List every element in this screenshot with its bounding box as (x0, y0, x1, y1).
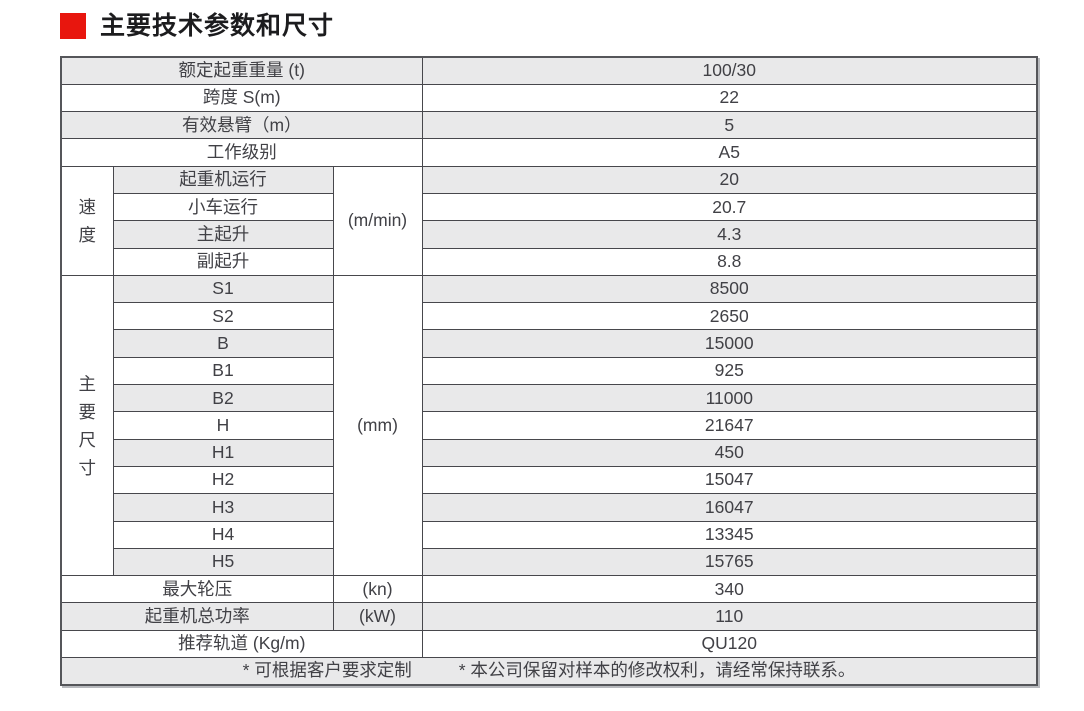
table-row: H3 16047 (61, 493, 1038, 522)
param-value-cell: 2650 (421, 302, 1038, 331)
group-label-cell: 主要尺寸 (60, 274, 114, 577)
param-value-cell: 20 (421, 165, 1038, 194)
red-square-bullet-icon (60, 13, 86, 39)
param-value-cell: 5 (421, 111, 1038, 140)
param-label-cell: H4 (112, 520, 334, 549)
table-row: 额定起重重量 (t) 100/30 (60, 56, 1038, 85)
param-label-cell: H5 (112, 547, 334, 577)
table-row: 跨度 S(m) 22 (60, 83, 1038, 113)
param-label-cell: 起重机运行 (112, 165, 334, 194)
param-value-cell: 110 (421, 602, 1038, 631)
table-row: 主要尺寸 S1 (mm) 8500 (60, 274, 1038, 577)
param-label-cell: 起重机总功率 (60, 602, 334, 631)
table-row: H2 15047 (61, 465, 1038, 495)
param-value-cell: 450 (421, 438, 1038, 467)
table-row: B 15000 (61, 329, 1038, 358)
table-row: 最大轮压 (kn) 340 (60, 575, 1038, 604)
table-row: 速度 起重机运行 (m/min) 20 (60, 165, 1038, 276)
table-row: B2 11000 (61, 384, 1038, 413)
param-value-cell: QU120 (421, 629, 1038, 659)
param-label-cell: H2 (112, 465, 334, 495)
param-value-cell: 340 (421, 575, 1038, 604)
table-row: H 21647 (61, 411, 1038, 440)
param-value-cell: 8.8 (421, 247, 1038, 276)
param-label-cell: B2 (112, 384, 334, 413)
table-row: 工作级别 A5 (60, 138, 1038, 167)
param-label-cell: 副起升 (112, 247, 334, 276)
page-title: 主要技术参数和尺寸 (100, 12, 335, 40)
table-row: H5 15765 (61, 547, 1038, 577)
table-row: S2 2650 (61, 302, 1038, 331)
param-label-cell: 最大轮压 (60, 575, 334, 604)
param-value-cell: 20.7 (421, 192, 1038, 222)
param-value-cell: 11000 (421, 384, 1038, 413)
param-value-cell: 15765 (421, 547, 1038, 577)
table-row: 副起升 8.8 (61, 247, 1038, 276)
spec-table: 额定起重重量 (t) 100/30 跨度 S(m) 22 有效悬臂（m） 5 工… (60, 56, 1038, 686)
group-label-cell: 速度 (60, 165, 114, 276)
footer-note-rights: * 本公司保留对样本的修改权利，请经常保持联系。 (458, 660, 856, 681)
param-label-cell: 跨度 S(m) (60, 83, 423, 113)
param-label-cell: S2 (112, 302, 334, 331)
param-value-cell: 13345 (421, 520, 1038, 549)
param-value-cell: 16047 (421, 493, 1038, 522)
unit-cell: (mm) (332, 274, 423, 577)
param-label-cell: B1 (112, 356, 334, 386)
table-row: B1 925 (61, 356, 1038, 386)
param-value-cell: 15000 (421, 329, 1038, 358)
footer-note-custom: * 可根据客户要求定制 (242, 660, 412, 681)
table-row: H1 450 (61, 438, 1038, 467)
param-label-cell: 小车运行 (112, 192, 334, 222)
unit-cell: (m/min) (332, 165, 423, 276)
param-value-cell: 8500 (421, 274, 1038, 304)
param-label-cell: H3 (112, 493, 334, 522)
footer-note-cell: * 可根据客户要求定制 * 本公司保留对样本的修改权利，请经常保持联系。 (60, 657, 1038, 686)
param-label-cell: B (112, 329, 334, 358)
table-footer-row: * 可根据客户要求定制 * 本公司保留对样本的修改权利，请经常保持联系。 (60, 657, 1038, 686)
param-label-cell: 主起升 (112, 220, 334, 249)
unit-cell: (kn) (332, 575, 423, 604)
table-row: 主起升 4.3 (61, 220, 1038, 249)
group-label-vertical: 速度 (78, 196, 97, 245)
table-row: 推荐轨道 (Kg/m) QU120 (60, 629, 1038, 659)
param-value-cell: A5 (421, 138, 1038, 167)
param-value-cell: 925 (421, 356, 1038, 386)
param-label-cell: 推荐轨道 (Kg/m) (60, 629, 423, 659)
param-value-cell: 22 (421, 83, 1038, 113)
param-label-cell: 工作级别 (60, 138, 423, 167)
table-row: 起重机总功率 (kW) 110 (60, 602, 1038, 631)
param-label-cell: S1 (112, 274, 334, 304)
param-label-cell: H1 (112, 438, 334, 467)
param-label-cell: 有效悬臂（m） (60, 111, 423, 140)
table-row: H4 13345 (61, 520, 1038, 549)
table-row: 小车运行 20.7 (61, 192, 1038, 222)
param-label-cell: H (112, 411, 334, 440)
unit-cell: (kW) (332, 602, 423, 631)
param-label-cell: 额定起重重量 (t) (60, 56, 423, 85)
param-value-cell: 15047 (421, 465, 1038, 495)
section-title-row: 主要技术参数和尺寸 (60, 12, 334, 40)
param-value-cell: 21647 (421, 411, 1038, 440)
param-value-cell: 4.3 (421, 220, 1038, 249)
group-label-vertical: 主要尺寸 (78, 373, 97, 478)
param-value-cell: 100/30 (421, 56, 1038, 85)
table-row: 有效悬臂（m） 5 (60, 111, 1038, 140)
